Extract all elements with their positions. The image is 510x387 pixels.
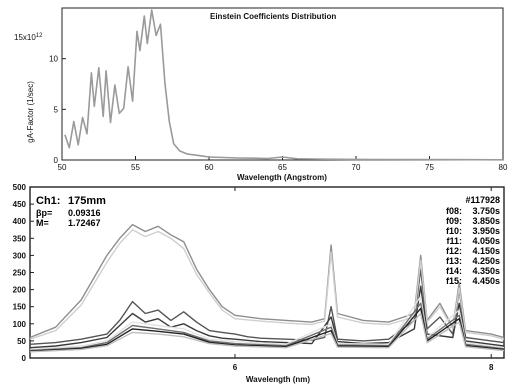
bottom-chart: Wavelength (nm) 6 8 0 50 100 150 200 250 300 350 4…: [13, 183, 505, 384]
legend-item-value: 3.850s: [472, 216, 500, 226]
beta-value: 0.09316: [68, 208, 101, 218]
top-chart: Einstein Coefficients Distribution 15x10…: [14, 7, 508, 182]
y-tick-label: 250: [13, 269, 27, 278]
x-tick-label: 70: [352, 163, 361, 172]
top-series: [64, 9, 504, 161]
top-y-multiplier-base: 15x10: [14, 33, 36, 42]
series-line-8: [29, 312, 505, 353]
y-tick-label: 10: [49, 55, 58, 64]
y-tick-label: 450: [13, 200, 27, 209]
bottom-series: [29, 223, 505, 353]
legend-item-value: 3.950s: [472, 226, 500, 236]
legend-item-label: f08:: [446, 206, 462, 216]
legend-item-label: f15:: [446, 276, 462, 286]
legend-item-value: 3.750s: [472, 206, 500, 216]
legend-item-label: f09:: [446, 216, 462, 226]
series-line-7: [29, 307, 505, 352]
legend-item-label: f13:: [446, 256, 462, 266]
top-chart-title: Einstein Coefficients Distribution: [210, 12, 336, 21]
legend-item-label: f12:: [446, 246, 462, 256]
series-line-6: [29, 302, 505, 352]
legend-item-value: 4.150s: [472, 246, 500, 256]
legend-item-label: f11:: [446, 236, 462, 246]
top-y-axis-label: gA-Factor (1/sec): [26, 81, 35, 143]
x-tick-label: 55: [131, 163, 140, 172]
top-y-multiplier-exp: 12: [36, 33, 43, 39]
y-tick-label: 350: [13, 234, 27, 243]
bottom-legend: f08: 3.750s f09: 3.850s f10: 3.950s f11: 4.050s…: [446, 206, 500, 286]
y-tick-label: 150: [13, 303, 27, 312]
legend-item-value: 4.050s: [472, 236, 500, 246]
legend-item-value: 4.350s: [472, 266, 500, 276]
series-line-5: [29, 295, 505, 351]
series-line-2: [29, 223, 505, 339]
legend-item-value: 4.450s: [472, 276, 500, 286]
m-label: M=: [36, 218, 49, 228]
y-tick-label: 200: [13, 286, 27, 295]
x-tick-label: 65: [278, 163, 287, 172]
y-tick-label: 500: [13, 183, 27, 192]
top-x-axis-label: Wavelength (Angstrom): [237, 173, 327, 182]
beta-label: βp=: [36, 208, 52, 218]
y-tick-label: 50: [17, 337, 26, 346]
y-tick-label: 300: [13, 251, 27, 260]
x-tick-label: 6: [233, 363, 238, 372]
x-tick-label: 50: [58, 163, 67, 172]
m-value: 1.72467: [68, 218, 101, 228]
bottom-x-axis-label: Wavelength (nm): [246, 375, 310, 384]
shot-number: #117928: [465, 195, 500, 205]
series-line-1: [64, 9, 504, 161]
y-tick-label: 5: [54, 105, 59, 114]
x-tick-label: 60: [205, 163, 214, 172]
legend-item-label: f14:: [446, 266, 462, 276]
y-tick-label: 400: [13, 217, 27, 226]
y-tick-label: 0: [22, 354, 27, 363]
legend-item-label: f10:: [446, 226, 462, 236]
y-tick-label: 100: [13, 320, 27, 329]
top-y-multiplier: 15x1012: [14, 33, 43, 42]
x-tick-label: 80: [499, 163, 508, 172]
y-tick-label: 0: [54, 156, 59, 165]
x-tick-label: 75: [425, 163, 434, 172]
legend-item-value: 4.250s: [472, 256, 500, 266]
top-plot-frame: [61, 7, 504, 161]
top-ticks: 50 55 60 65 70 75 80 0 5 10: [49, 55, 508, 172]
series-line-3: [29, 229, 505, 340]
bottom-ticks: 6 8 0 50 100 150 200 250 300 350 400 450 500: [13, 183, 494, 372]
x-tick-label: 8: [489, 363, 494, 372]
channel-label: Ch1:: [36, 195, 60, 207]
channel-value: 175mm: [68, 195, 106, 207]
